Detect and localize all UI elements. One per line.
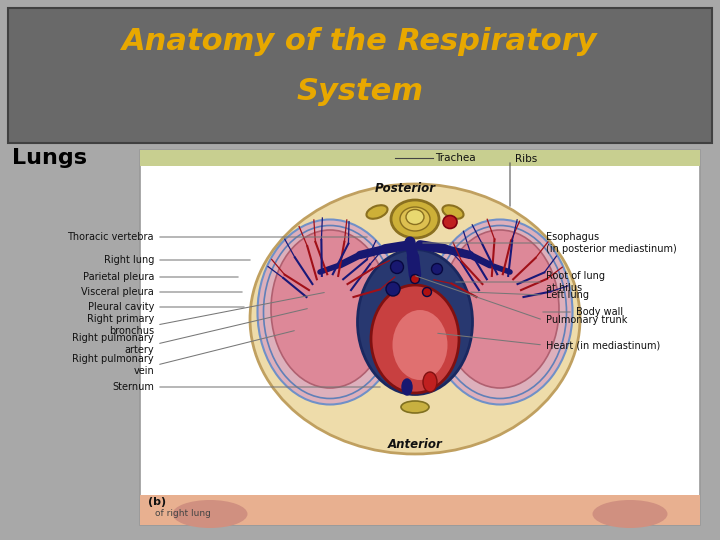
Text: Right primary
bronchus: Right primary bronchus [86,314,154,336]
Ellipse shape [390,260,403,273]
Text: Root of lung
at hilus: Root of lung at hilus [546,271,605,293]
Text: Thoracic vertebra: Thoracic vertebra [68,232,154,242]
Ellipse shape [401,401,429,413]
Ellipse shape [441,230,559,388]
Ellipse shape [358,249,472,395]
Text: Pulmonary trunk: Pulmonary trunk [546,315,627,325]
Ellipse shape [423,287,431,296]
Text: Sternum: Sternum [112,382,154,392]
Text: Right pulmonary
vein: Right pulmonary vein [73,354,154,376]
Bar [140,495,700,525]
Text: Esophagus
(in posterior mediastinum): Esophagus (in posterior mediastinum) [546,232,677,254]
Ellipse shape [258,219,402,404]
Text: Posterior: Posterior [374,183,436,195]
Ellipse shape [406,210,424,225]
Text: Pleural cavity: Pleural cavity [88,302,154,312]
Bar [8,8,712,143]
Text: Lungs: Lungs [12,148,87,168]
Ellipse shape [423,372,437,392]
Text: Trachea: Trachea [435,153,476,163]
Ellipse shape [400,207,430,231]
Text: Parietal pleura: Parietal pleura [83,272,154,282]
Ellipse shape [593,500,667,528]
Ellipse shape [402,379,412,395]
Ellipse shape [366,205,387,219]
Text: (b): (b) [148,497,166,507]
Ellipse shape [391,200,439,238]
Text: System: System [297,78,423,106]
Bar [140,150,700,525]
Text: Body wall: Body wall [576,307,623,317]
Text: Right pulmonary
artery: Right pulmonary artery [73,333,154,355]
Ellipse shape [443,205,464,219]
Text: Anterior: Anterior [387,438,442,451]
Ellipse shape [392,310,448,380]
Ellipse shape [250,184,580,454]
Ellipse shape [371,285,459,393]
Text: Right lung: Right lung [104,255,154,265]
Bar [140,150,700,166]
Ellipse shape [173,500,248,528]
Text: Left lung: Left lung [546,290,589,300]
Ellipse shape [431,264,443,274]
Text: Visceral pleura: Visceral pleura [81,287,154,297]
Ellipse shape [386,282,400,296]
Text: Anatomy of the Respiratory: Anatomy of the Respiratory [122,28,598,57]
Text: Ribs: Ribs [515,154,537,164]
Text: Heart (in mediastinum): Heart (in mediastinum) [546,340,660,350]
Text: of right lung: of right lung [155,510,211,518]
Ellipse shape [410,274,420,284]
Ellipse shape [443,215,457,228]
Ellipse shape [428,219,572,404]
Ellipse shape [271,230,389,388]
